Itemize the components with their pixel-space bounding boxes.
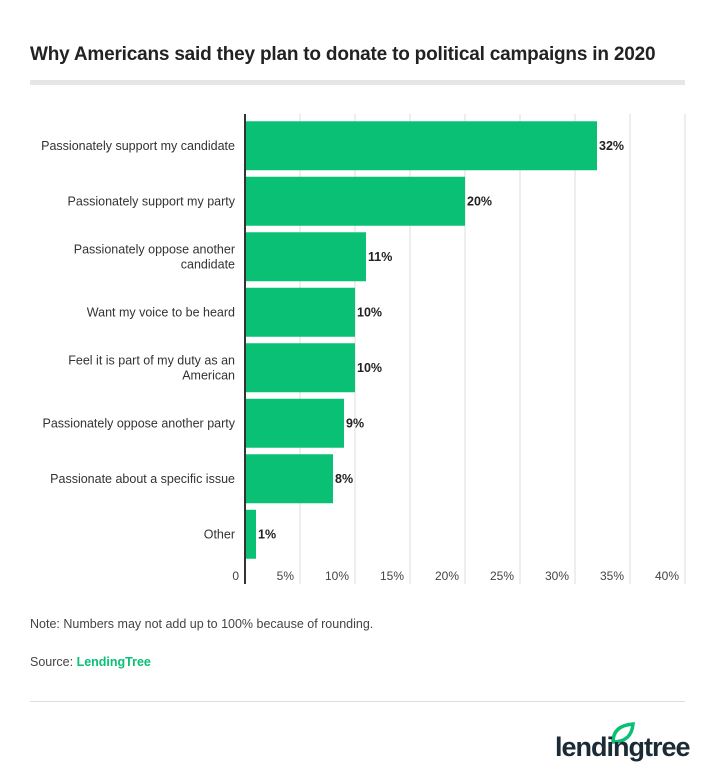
- leaf-icon: [611, 722, 635, 744]
- data-label: 1%: [258, 527, 276, 541]
- data-label: 20%: [467, 194, 492, 208]
- data-label: 10%: [357, 305, 382, 319]
- x-tick-label: 10%: [325, 569, 349, 583]
- category-label: Passionately support my candidate: [41, 139, 235, 153]
- x-tick-label: 5%: [277, 569, 295, 583]
- data-label: 11%: [368, 250, 392, 264]
- x-tick-label: 35%: [600, 569, 624, 583]
- bar: [245, 287, 355, 337]
- x-tick-label: 0: [232, 569, 239, 583]
- bar: [245, 454, 333, 504]
- category-label: Passionately oppose another party: [43, 416, 236, 430]
- category-label: candidate: [181, 257, 235, 271]
- category-label: Other: [204, 527, 235, 541]
- category-label: Feel it is part of my duty as an: [68, 353, 235, 367]
- bar: [245, 121, 597, 171]
- data-label: 9%: [346, 416, 364, 430]
- category-label: Passionately support my party: [68, 194, 236, 208]
- source-link[interactable]: LendingTree: [76, 655, 151, 669]
- data-label: 32%: [599, 139, 624, 153]
- x-tick-label: 20%: [435, 569, 459, 583]
- bar: [245, 398, 344, 448]
- footer-divider: [30, 701, 685, 702]
- bar-chart: 0 5% 10% 15% 20% 25% 30% 35% 40% 32% Passionately …: [41, 114, 686, 584]
- bar: [245, 232, 366, 282]
- category-label: Passionately oppose another: [74, 242, 235, 256]
- lendingtree-logo: lendingtree: [555, 722, 691, 764]
- title-divider: [30, 80, 685, 85]
- x-tick-label: 25%: [490, 569, 514, 583]
- bar: [245, 343, 355, 393]
- data-label: 8%: [335, 472, 353, 486]
- source-label: Source:: [30, 655, 77, 669]
- category-label: Passionate about a specific issue: [50, 472, 235, 486]
- category-label: Want my voice to be heard: [87, 305, 235, 319]
- chart-note: Note: Numbers may not add up to 100% bec…: [30, 617, 374, 631]
- data-label: 10%: [357, 361, 382, 375]
- x-tick-label: 40%: [655, 569, 679, 583]
- chart-source: Source: LendingTree: [30, 655, 151, 669]
- chart-title: Why Americans said they plan to donate t…: [30, 44, 656, 65]
- bar: [245, 509, 256, 559]
- logo-text: lendingtree: [555, 732, 691, 762]
- bar: [245, 176, 465, 226]
- x-tick-label: 30%: [545, 569, 569, 583]
- x-tick-label: 15%: [380, 569, 404, 583]
- category-label: American: [182, 368, 235, 382]
